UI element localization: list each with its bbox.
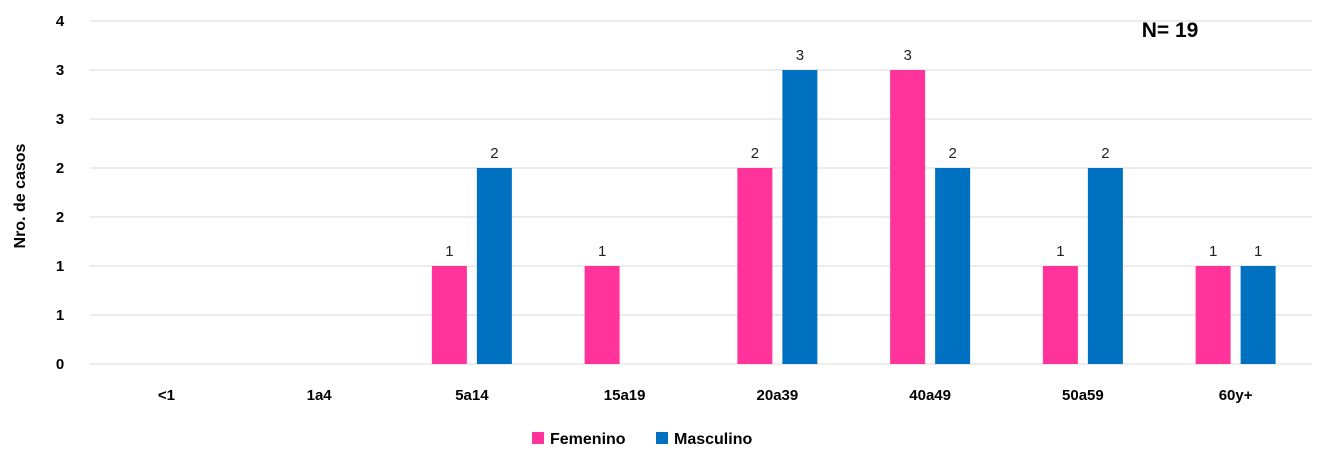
y-tick-label: 3 (56, 111, 64, 128)
x-tick-label: 50a59 (1062, 387, 1104, 404)
y-axis-ticks: 0 1 1 2 2 3 3 4 (56, 13, 65, 373)
x-tick-label: 40a49 (909, 387, 951, 404)
x-tick-label: 60y+ (1219, 387, 1253, 404)
x-tick-label: 5a14 (455, 387, 489, 404)
data-label: 2 (490, 145, 498, 162)
data-label: 2 (751, 145, 759, 162)
y-tick-label: 2 (56, 160, 64, 177)
y-tick-label: 4 (56, 13, 65, 30)
data-label: 1 (1056, 243, 1064, 260)
bars (431, 70, 1276, 364)
data-label: 3 (796, 47, 804, 64)
y-tick-label: 1 (56, 258, 64, 275)
gridlines (90, 20, 1312, 365)
data-label: 1 (1254, 243, 1262, 260)
x-tick-label: 1a4 (307, 387, 333, 404)
bar-femenino (431, 266, 467, 364)
y-tick-label: 3 (56, 62, 64, 79)
bar-femenino (1042, 266, 1078, 364)
y-axis-label: Nro. de casos (12, 143, 29, 248)
x-axis-ticks: <1 1a4 5a14 15a19 20a39 40a49 50a59 60y+ (158, 387, 1253, 404)
x-tick-label: <1 (158, 387, 175, 404)
n-annotation: N= 19 (1142, 19, 1199, 42)
data-label: 2 (1101, 145, 1109, 162)
x-tick-label: 15a19 (604, 387, 646, 404)
data-label: 1 (598, 243, 606, 260)
bar-masculino (935, 168, 971, 364)
data-label: 1 (1209, 243, 1217, 260)
legend-label-masculino: Masculino (674, 431, 752, 448)
bar-femenino (737, 168, 773, 364)
y-tick-label: 0 (56, 356, 64, 373)
bar-masculino (782, 70, 818, 364)
bar-femenino (890, 70, 926, 364)
legend-label-femenino: Femenino (550, 431, 626, 448)
y-tick-label: 1 (56, 307, 64, 324)
bar-masculino (1240, 266, 1276, 364)
data-labels: 1 2 1 2 3 3 2 1 2 1 1 (445, 47, 1262, 260)
data-label: 3 (903, 47, 911, 64)
bar-masculino (476, 168, 512, 364)
bar-masculino (1087, 168, 1123, 364)
legend: Femenino Masculino (532, 431, 752, 448)
bar-femenino (1195, 266, 1231, 364)
x-tick-label: 20a39 (757, 387, 799, 404)
legend-swatch-femenino (532, 432, 544, 444)
data-label: 2 (948, 145, 956, 162)
data-label: 1 (445, 243, 453, 260)
legend-swatch-masculino (656, 432, 668, 444)
y-tick-label: 2 (56, 209, 64, 226)
bar-femenino (584, 266, 620, 364)
